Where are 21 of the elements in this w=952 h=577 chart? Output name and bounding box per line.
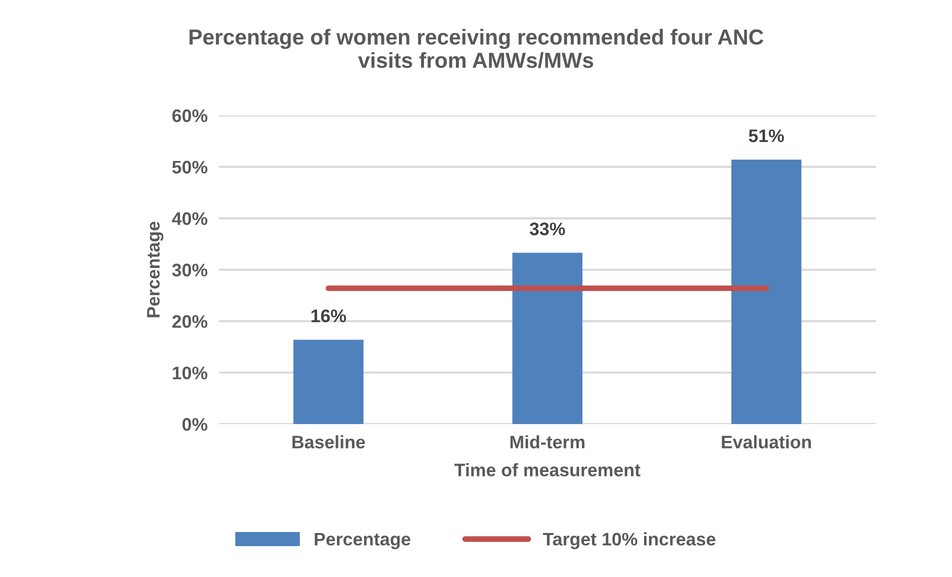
chart-title: Percentage of women receiving recommended four ANC visits from AMWs/MWs [190,28,764,68]
bar [512,252,582,424]
data-label: 16% [312,309,346,322]
data-label: 33% [530,222,565,236]
x-tick-label: Baseline [292,435,365,448]
y-tick-label: 0% [182,418,208,431]
x-axis-title: Time of measurement [454,463,640,476]
y-tick-label: 30% [172,264,208,276]
x-tick-label: Evaluation [722,435,811,448]
y-axis-title: Percentage [147,222,164,318]
y-tick-label: 10% [172,366,208,380]
y-tick-label: 60% [172,109,208,122]
bar [293,340,364,424]
y-tick-label: 20% [172,315,208,328]
legend-label: Percentage [314,532,410,550]
y-tick-label: 50% [172,160,208,174]
y-tick-label: 40% [172,212,208,226]
data-label: 51% [748,129,784,142]
bar [731,160,802,424]
legend-label: Target 10% increase [542,532,716,550]
x-tick-label: Mid-term [510,435,584,448]
